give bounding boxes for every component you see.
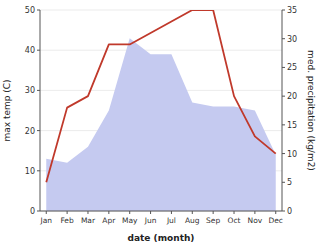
x-tick-label: Feb [60, 216, 74, 225]
y-tick-label: 0 [30, 207, 35, 216]
page: {"chart_data": {"type": "line", "x_label… [0, 0, 318, 247]
area [46, 38, 275, 211]
y2-tick [282, 211, 285, 212]
y2-tick-label: 25 [287, 63, 297, 72]
y-tick [37, 90, 40, 91]
y2-tick-label: 20 [287, 92, 297, 101]
y-tick [37, 211, 40, 212]
y2-axis-label: med. precipitation (kg/m2) [306, 50, 316, 171]
y2-tick [282, 153, 285, 154]
grid-line [40, 211, 282, 212]
grid-line [40, 50, 282, 51]
x-tick-label: Apr [102, 216, 116, 225]
x-axis-label: date (month) [128, 233, 195, 243]
x-tick-label: Jan [39, 216, 52, 225]
x-tick [150, 211, 151, 214]
x-tick [234, 211, 235, 214]
y-tick [37, 50, 40, 51]
y2-tick [282, 182, 285, 183]
x-tick [108, 211, 109, 214]
x-tick [46, 211, 47, 214]
y-tick-label: 40 [25, 46, 35, 55]
y-tick [37, 170, 40, 171]
x-tick [254, 211, 255, 214]
x-tick-label: Mar [81, 216, 96, 225]
y2-tick [282, 10, 285, 11]
y-tick-label: 30 [25, 86, 35, 95]
x-tick [171, 211, 172, 214]
y2-tick [282, 124, 285, 125]
x-tick [87, 211, 88, 214]
x-tick-label: Jun [144, 216, 157, 225]
y2-tick [282, 67, 285, 68]
x-tick-label: Aug [185, 216, 200, 225]
plot-area [46, 10, 275, 211]
x-tick-label: Nov [248, 216, 263, 225]
y2-tick-label: 35 [287, 6, 297, 15]
x-tick-label: Jul [166, 216, 176, 225]
y-tick-label: 50 [25, 6, 35, 15]
x-tick [275, 211, 276, 214]
x-tick [67, 211, 68, 214]
y2-tick [282, 96, 285, 97]
y2-tick-label: 10 [287, 150, 297, 159]
x-tick [192, 211, 193, 214]
x-tick-label: Dec [268, 216, 283, 225]
grid-line [40, 10, 282, 11]
x-tick [213, 211, 214, 214]
x-tick-label: Oct [228, 216, 241, 225]
x-tick-label: May [122, 216, 138, 225]
y-axis-line [40, 10, 41, 211]
y2-tick-label: 30 [287, 35, 297, 44]
axes: 0 10 20 30 40 50 0 5 10 15 20 25 30 35 Jan Feb Mar Apr May… [25, 6, 297, 225]
grid [40, 10, 282, 211]
y-tick-label: 20 [25, 127, 35, 136]
y2-tick-label: 0 [287, 207, 292, 216]
y2-tick [282, 38, 285, 39]
y-tick [37, 130, 40, 131]
y-axis-label: max temp (C) [2, 79, 12, 141]
y2-tick-label: 15 [287, 121, 297, 130]
line [46, 10, 275, 182]
y2-tick-label: 5 [287, 178, 292, 187]
y-tick-label: 10 [25, 167, 35, 176]
x-tick-label: Sep [206, 216, 220, 225]
chart: 0 10 20 30 40 50 0 5 10 15 20 25 30 35 Jan Feb Mar Apr May… [0, 0, 318, 247]
x-axis-line [40, 211, 282, 212]
y2-axis-line [282, 10, 283, 211]
y-tick [37, 10, 40, 11]
x-tick [129, 211, 130, 214]
